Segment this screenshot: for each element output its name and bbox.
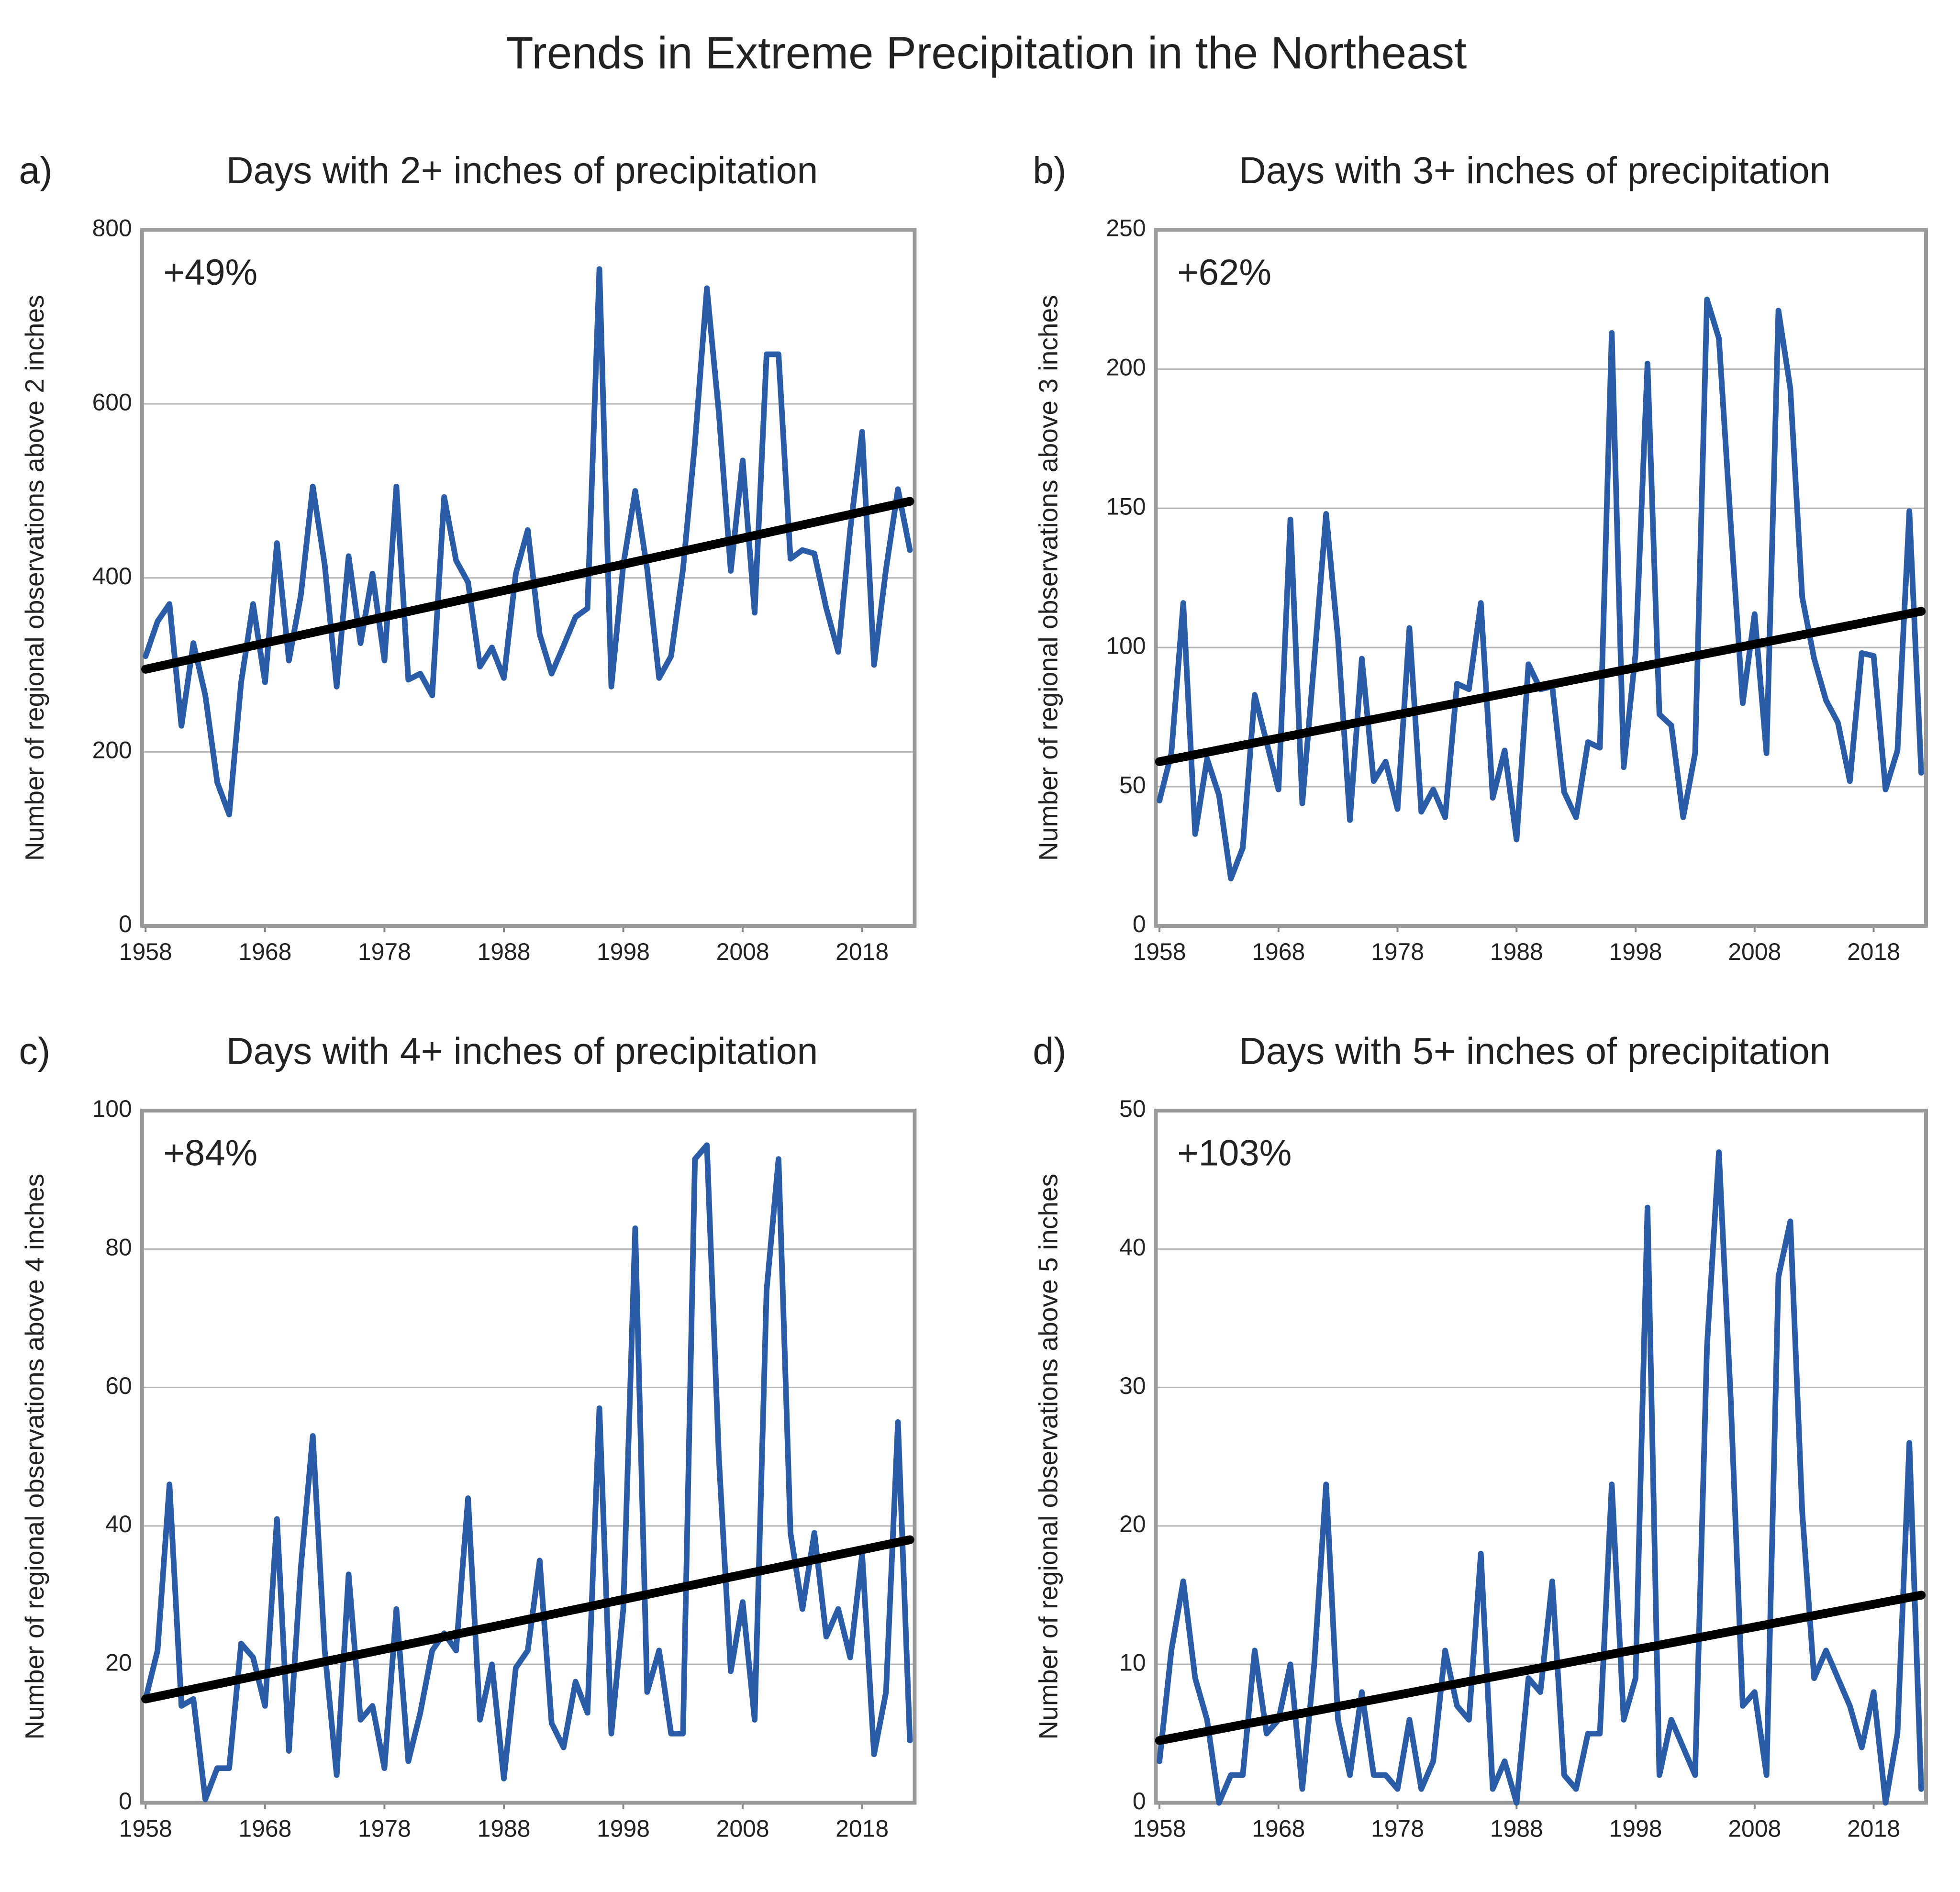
y-tick-label: 20 [1119, 1511, 1146, 1537]
figure-title: Trends in Extreme Precipitation in the N… [506, 28, 1467, 78]
annotation: +62% [1177, 252, 1271, 293]
x-tick-label: 2008 [716, 1815, 769, 1842]
data-line [143, 266, 913, 818]
x-tick-label: 1958 [119, 938, 172, 965]
y-tick-label: 30 [1119, 1372, 1146, 1399]
y-tick-label: 40 [1119, 1234, 1146, 1260]
y-tick-label: 600 [92, 389, 132, 415]
y-tick-label: 200 [1106, 354, 1146, 381]
y-tick-label: 10 [1119, 1649, 1146, 1676]
panel-title: Days with 4+ inches of precipitation [226, 1030, 818, 1072]
x-tick-label: 1988 [1490, 938, 1543, 965]
panel-label: a) [19, 149, 52, 191]
x-tick-label: 1998 [1609, 938, 1662, 965]
data-line [1157, 1149, 1924, 1806]
y-tick-label: 60 [105, 1372, 132, 1399]
x-tick-label: 1978 [1371, 1815, 1424, 1842]
x-tick-label: 1968 [238, 938, 291, 965]
x-tick-label: 1978 [358, 938, 411, 965]
y-tick-label: 150 [1106, 493, 1146, 520]
y-tick-label: 0 [1133, 1788, 1146, 1814]
y-axis-label: Number of regional observations above 4 … [20, 1174, 49, 1740]
y-axis-label: Number of regional observations above 3 … [1034, 295, 1063, 861]
x-tick-label: 2018 [835, 938, 889, 965]
x-tick-label: 1958 [119, 1815, 172, 1842]
x-tick-label: 1978 [358, 1815, 411, 1842]
annotation: +49% [163, 252, 257, 293]
x-tick-label: 1988 [1490, 1815, 1543, 1842]
y-tick-label: 250 [1106, 215, 1146, 242]
x-tick-label: 1968 [1252, 938, 1305, 965]
x-tick-label: 1998 [597, 1815, 650, 1842]
x-tick-label: 1968 [238, 1815, 291, 1842]
y-tick-label: 100 [1106, 632, 1146, 659]
y-tick-label: 20 [105, 1649, 132, 1676]
x-tick-label: 2018 [1847, 938, 1900, 965]
y-tick-label: 0 [119, 911, 132, 937]
y-axis-label: Number of regional observations above 2 … [20, 295, 49, 861]
panel-label: c) [19, 1030, 50, 1072]
annotation: +103% [1177, 1133, 1292, 1174]
x-tick-label: 2008 [716, 938, 769, 965]
x-tick-label: 1968 [1252, 1815, 1305, 1842]
panel-title: Days with 2+ inches of precipitation [226, 149, 818, 191]
panel-title: Days with 5+ inches of precipitation [1239, 1030, 1831, 1072]
x-tick-label: 1998 [1609, 1815, 1662, 1842]
trend-line [141, 497, 914, 674]
data-line [1157, 297, 1924, 881]
y-tick-label: 800 [92, 215, 132, 242]
x-tick-label: 2008 [1728, 938, 1781, 965]
y-tick-label: 40 [105, 1511, 132, 1537]
panel-label: b) [1033, 149, 1066, 191]
x-tick-label: 1988 [477, 1815, 530, 1842]
y-tick-label: 200 [92, 737, 132, 764]
trend-line [1155, 1591, 1926, 1745]
y-tick-label: 50 [1119, 1095, 1146, 1122]
plot-frame [140, 1109, 917, 1805]
x-tick-label: 1998 [597, 938, 650, 965]
annotation: +84% [163, 1133, 257, 1174]
x-tick-label: 2008 [1728, 1815, 1781, 1842]
y-axis-label: Number of regional observations above 5 … [1034, 1174, 1063, 1740]
y-tick-label: 0 [1133, 911, 1146, 937]
plot-frame [1154, 228, 1928, 928]
plot-frame [140, 228, 917, 928]
x-tick-label: 1978 [1371, 938, 1424, 965]
x-tick-label: 2018 [835, 1815, 889, 1842]
y-tick-label: 80 [105, 1234, 132, 1260]
y-tick-label: 100 [92, 1095, 132, 1122]
y-tick-label: 0 [119, 1788, 132, 1814]
x-tick-label: 1958 [1133, 938, 1186, 965]
data-line [143, 1142, 913, 1803]
x-tick-label: 2018 [1847, 1815, 1900, 1842]
panel-label: d) [1033, 1030, 1066, 1072]
trend-line [1155, 607, 1926, 766]
panel-title: Days with 3+ inches of precipitation [1239, 149, 1831, 191]
x-tick-label: 1988 [477, 938, 530, 965]
y-tick-label: 50 [1119, 771, 1146, 798]
x-tick-label: 1958 [1133, 1815, 1186, 1842]
trend-line [141, 1535, 914, 1703]
y-tick-label: 400 [92, 563, 132, 590]
plot-frame [1154, 1109, 1928, 1805]
